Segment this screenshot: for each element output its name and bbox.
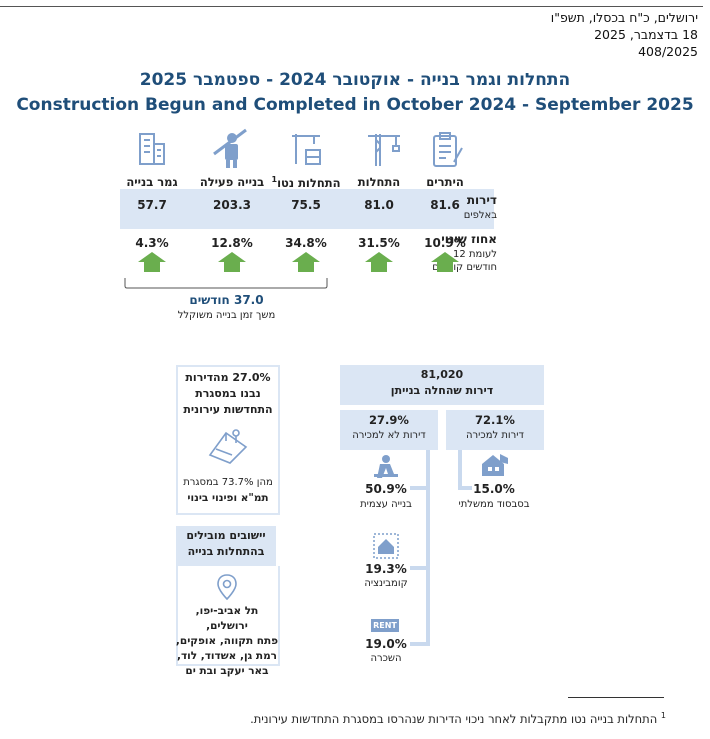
change-net-starts: 34.8% [285, 236, 327, 250]
leading-localities-header: יישובים מובילים בהתחלות בנייה [176, 526, 276, 566]
rent-label: השכרה [370, 653, 402, 664]
row-dwellings-label: דירות [466, 193, 497, 207]
total-starts-box: 81,020 דירות שהחלה בנייתן [340, 365, 544, 405]
duration-value: 37.0 חודשים [189, 293, 264, 307]
value-permits: 81.6 [430, 198, 460, 212]
dwellings-band [120, 189, 494, 229]
urban-renewal-sub1: מהן 73.7% במסגרת [183, 477, 273, 488]
change-completed: 4.3% [135, 236, 169, 250]
building-icon [139, 133, 165, 165]
top-rule [0, 6, 703, 7]
urban-renewal-line1: 27.0% מהדירות [185, 371, 271, 384]
combination-label: קומבינציה [364, 578, 408, 589]
col-label-completed: גמר בנייה [126, 175, 178, 189]
subsidy-value: 15.0% [473, 482, 515, 496]
connector-line [458, 486, 472, 490]
value-starts: 81.0 [364, 198, 394, 212]
leading-localities-box [176, 566, 280, 666]
footnote-rule [568, 697, 664, 698]
not-for-sale-value: 27.9% [369, 413, 409, 427]
up-arrow-icon [218, 252, 246, 272]
total-starts-value: 81,020 [420, 368, 464, 381]
column-icons [139, 128, 463, 168]
row-change-label: אחוז שינוי [441, 232, 497, 246]
title-english: Construction Begun and Completed in Octo… [16, 95, 694, 115]
footnote: 1 התחלות בנייה נטו מתקבלות לאחר ניכוי הד… [250, 711, 666, 726]
urban-renewal-box [176, 365, 280, 515]
urban-renewal-headline: 27.0% מהדירות נבנו במסגרת התחדשות עירוני… [178, 370, 278, 418]
duration-bracket [124, 278, 328, 289]
connector-line [426, 450, 430, 646]
for-sale-value: 72.1% [475, 413, 515, 427]
construction-site-icon [292, 134, 321, 165]
header-city-date: ירושלים, כ"ח בכסלו, תשפ"ו [550, 10, 698, 25]
self-build-label: בנייה עצמית [360, 499, 412, 510]
header-release-number: 408/2025 [638, 44, 698, 59]
change-starts: 31.5% [358, 236, 400, 250]
for-sale-box: 72.1% דירות למכירה [446, 410, 544, 450]
permit-clipboard-icon [433, 132, 463, 167]
connector-line [410, 566, 430, 570]
urban-renewal-line2: נבנו במסגרת [195, 387, 261, 400]
urban-renewal-sub2: תמ"א ופינוי בינוי [187, 492, 269, 504]
rent-sign-icon: RENT [371, 619, 399, 632]
leading-cities-list: תל אביב-יפו, ירושלים, פתח תקווה, אופקים,… [174, 604, 280, 679]
value-completed: 57.7 [137, 198, 167, 212]
leading-city-line: באר יעקב ובת ים [185, 665, 269, 677]
leading-title-line2: בהתחלות בנייה [187, 545, 265, 558]
for-sale-label: דירות למכירה [466, 430, 524, 441]
combination-icon [373, 533, 399, 559]
title-hebrew: התחלות וגמר בנייה - אוקטובר 2024 - ספטמב… [139, 70, 571, 90]
change-arrows [138, 252, 459, 272]
col-label-permits: היתרים [426, 175, 464, 189]
total-starts-label: דירות שהחלה בנייתן [390, 384, 494, 397]
up-arrow-icon [431, 252, 459, 272]
subsidized-housing-icon [482, 454, 508, 476]
row-change-sub2: חודשים קודמים [432, 262, 497, 273]
value-active: 203.3 [213, 198, 251, 212]
renewal-plan-icon [208, 429, 248, 464]
location-pin-icon [217, 574, 237, 601]
connector-line [410, 642, 430, 646]
connector-line [410, 486, 430, 490]
col-label-net-starts: התחלות נטו1 [271, 175, 341, 190]
not-for-sale-label: דירות לא למכירה [352, 430, 426, 441]
row-change-sub1: לעומת 12 [453, 249, 497, 260]
footnote-marker: 1 [660, 711, 666, 720]
leading-city-line: פתח תקווה, אופקים, [175, 635, 279, 647]
self-build-icon [374, 455, 398, 478]
header-date: 18 בדצמבר, 2025 [594, 27, 698, 42]
not-for-sale-box: 27.9% דירות לא למכירה [340, 410, 438, 450]
rent-value: 19.0% [365, 637, 407, 651]
col-label-active: בנייה פעילה [199, 175, 265, 189]
connector-line [458, 450, 462, 490]
up-arrow-icon [365, 252, 393, 272]
leading-city-line: רמת גן, אשדוד, לוד, [176, 650, 277, 662]
up-arrow-icon [292, 252, 320, 272]
leading-city-line: תל אביב-יפו, ירושלים, [195, 605, 259, 632]
urban-renewal-line3: התחדשות עירונית [183, 403, 273, 416]
combination-value: 19.3% [365, 562, 407, 576]
row-dwellings-sub: באלפים [463, 210, 497, 221]
leading-title-line1: יישובים מובילים [186, 529, 266, 542]
duration-label: משך זמן בנייה משוקלל [177, 310, 276, 321]
worker-icon [213, 128, 247, 168]
crane-icon [368, 134, 400, 166]
change-permits: 10.9% [424, 236, 466, 250]
change-active: 12.8% [211, 236, 253, 250]
col-label-starts: התחלות [357, 175, 401, 189]
subsidy-label: בסבסוד ממשלתי [458, 499, 530, 510]
self-build-value: 50.9% [365, 482, 407, 496]
footnote-text: התחלות בנייה נטו מתקבלות לאחר ניכוי הדיר… [250, 711, 658, 726]
value-net-starts: 75.5 [291, 198, 321, 212]
up-arrow-icon [138, 252, 166, 272]
